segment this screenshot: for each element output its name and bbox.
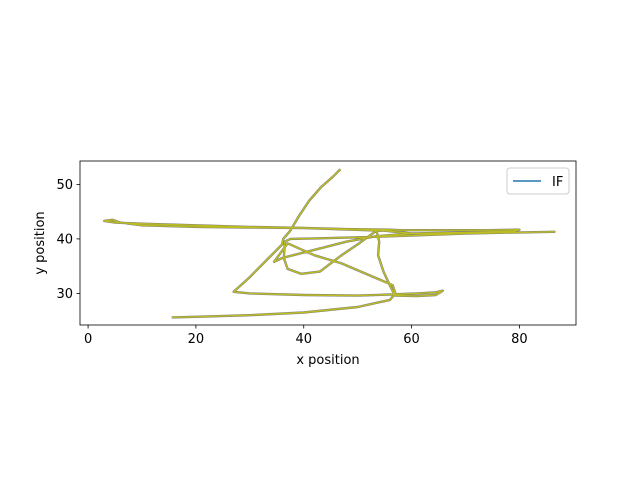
y-tick-label: 50 xyxy=(56,178,73,193)
x-tick-label: 60 xyxy=(403,332,420,347)
y-axis: 30 40 50 xyxy=(56,178,80,302)
y-tick-label: 30 xyxy=(56,287,73,302)
legend: IF xyxy=(506,167,570,195)
y-tick-label: 40 xyxy=(56,232,73,247)
x-axis: 0 20 40 60 80 xyxy=(84,325,528,347)
legend-label-if: IF xyxy=(552,175,563,190)
plot-area xyxy=(103,168,556,319)
x-tick-label: 0 xyxy=(84,332,92,347)
axes-frame xyxy=(79,160,577,326)
series-line-if xyxy=(103,168,556,319)
x-tick-label: 80 xyxy=(511,332,528,347)
x-tick-label: 40 xyxy=(295,332,312,347)
y-axis-label: y position xyxy=(33,211,48,274)
x-tick-label: 20 xyxy=(188,332,205,347)
x-axis-label: x position xyxy=(296,353,359,368)
